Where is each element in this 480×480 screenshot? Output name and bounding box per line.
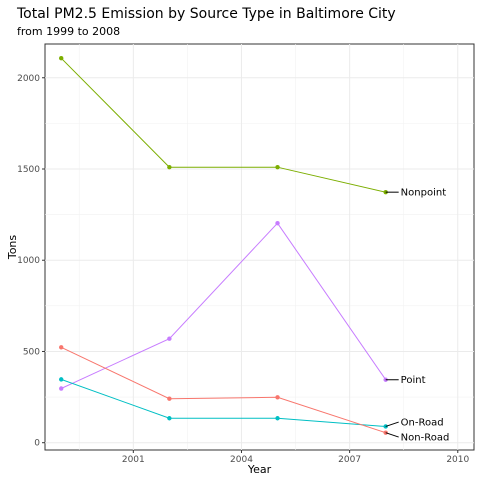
series-layer [59, 56, 388, 435]
grid-lines [45, 44, 474, 450]
x-tick-label: 2001 [122, 455, 145, 465]
data-point [167, 336, 172, 341]
y-tick-label: 500 [23, 347, 40, 357]
plot-panel [44, 43, 475, 451]
series-line [60, 57, 386, 193]
data-point [275, 416, 280, 421]
y-tick-label: 1500 [17, 165, 40, 175]
series-line [61, 378, 386, 427]
data-point [59, 56, 64, 61]
series-label: Point [401, 375, 426, 386]
data-point [167, 164, 172, 170]
x-axis-title: Year [247, 463, 272, 476]
chart-title: Total PM2.5 Emission by Source Type in B… [16, 6, 396, 22]
data-point [59, 345, 64, 350]
data-point [383, 377, 388, 382]
data-point [167, 396, 172, 401]
data-point [383, 424, 388, 429]
series-line [60, 346, 386, 434]
data-point [59, 377, 64, 382]
series-line [60, 222, 387, 389]
data-point [383, 430, 388, 435]
data-point [275, 164, 280, 170]
data-point [275, 220, 280, 226]
series-label: Non-Road [401, 433, 450, 444]
x-tick-label: 2007 [338, 455, 361, 465]
y-tick-label: 1000 [17, 256, 40, 266]
x-tick-label: 2004 [230, 455, 253, 465]
label-leader [385, 421, 399, 427]
data-point [167, 416, 172, 421]
y-axis: 0 500 1000 1500 2000 [17, 74, 45, 449]
x-tick-label: 2010 [446, 455, 469, 465]
series-label: On-Road [401, 418, 444, 429]
y-tick-label: 2000 [17, 74, 40, 84]
data-point [59, 386, 64, 391]
label-leader [385, 432, 399, 438]
series-labels: Nonpoint Point On-Road Non-Road [385, 188, 450, 444]
x-axis: 2001 2004 2007 2010 [122, 450, 470, 465]
data-point [275, 395, 280, 400]
chart-subtitle: from 1999 to 2008 [17, 25, 120, 38]
series-label: Nonpoint [401, 188, 447, 199]
y-axis-title: Tons [6, 235, 19, 261]
data-point [383, 189, 388, 195]
y-tick-label: 0 [34, 439, 40, 449]
